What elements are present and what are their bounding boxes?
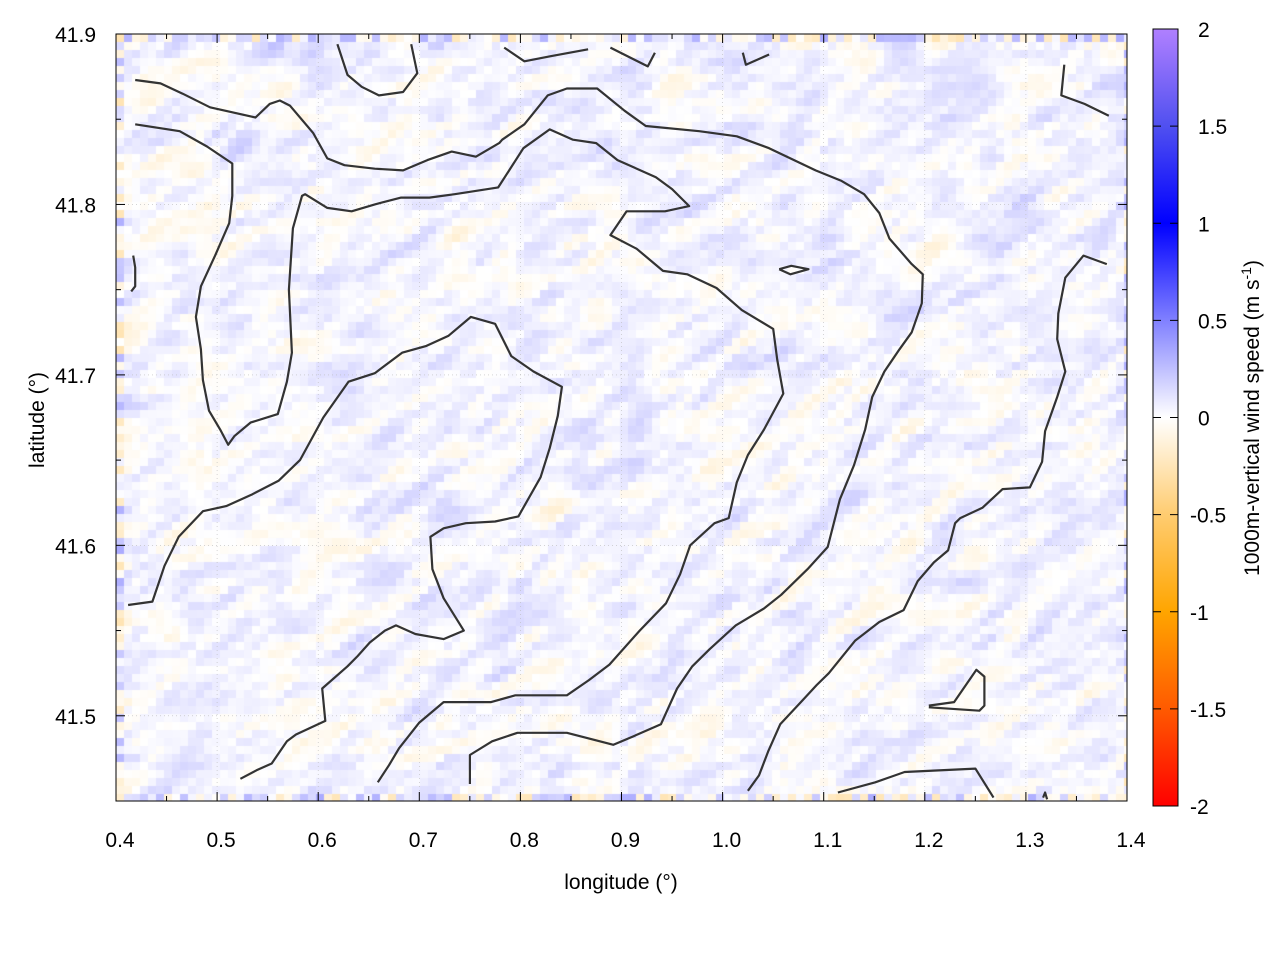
x-tick-label: 0.8 (510, 829, 539, 852)
colorbar-tick-label: 0.5 (1198, 310, 1227, 333)
y-tick-labels: 41.5 41.6 41.7 41.8 41.9 (55, 24, 96, 729)
colorbar-tick-label: -1.5 (1190, 699, 1226, 722)
y-tick-label: 41.7 (55, 365, 96, 388)
colorbar-label-end: ) (1241, 260, 1264, 267)
colorbar-tick-label: -2 (1190, 796, 1209, 819)
y-tick-label: 41.5 (55, 706, 96, 729)
y-tick-label: 41.8 (55, 194, 96, 217)
colorbar-tick-label: 1 (1198, 213, 1210, 236)
colorbar-tick-label: 1.5 (1198, 116, 1227, 139)
contour-line (127, 315, 564, 780)
contour-line (135, 78, 924, 784)
contour-line (1042, 791, 1049, 800)
x-tick-label: 0.5 (206, 829, 235, 852)
x-tick-label: 1.4 (1116, 829, 1146, 852)
x-tick-label: 0.9 (611, 829, 640, 852)
contour-line (747, 254, 1108, 792)
colorbar-tick-label: -0.5 (1190, 505, 1226, 528)
colorbar-label-sup: -1 (1238, 267, 1254, 280)
grid (116, 34, 1127, 801)
y-tick-label: 41.9 (55, 24, 96, 47)
contour-line (135, 123, 785, 783)
contour-line (741, 52, 770, 66)
x-tick-label: 1.3 (1015, 829, 1044, 852)
colorbar-tick-label: 0 (1198, 408, 1210, 431)
x-tick-label: 0.7 (409, 829, 438, 852)
contour-line (503, 46, 589, 63)
contour-line (928, 668, 986, 712)
y-axis-label: latitude (°) (26, 372, 49, 468)
contour-line (837, 767, 995, 799)
x-tick-labels: 0.4 0.5 0.6 0.7 0.8 0.9 1.0 1.1 1.2 1.3 1.4 (105, 829, 1146, 852)
colorbar-label-text: 1000m-vertical wind speed (m s (1241, 280, 1264, 576)
x-tick-label: 1.2 (914, 829, 943, 852)
x-tick-label: 0.4 (105, 829, 135, 852)
contour-line (609, 46, 656, 68)
x-axis-label: longitude (°) (564, 871, 677, 894)
contour-line (336, 43, 419, 97)
colorbar-ticks: 2 1.5 1 0.5 0 -0.5 -1 -1.5 -2 (1153, 19, 1227, 819)
contour-line (778, 264, 810, 276)
x-tick-label: 0.6 (308, 829, 337, 852)
contour-lines (127, 43, 1110, 800)
x-tick-label: 1.1 (813, 829, 842, 852)
colorbar-tick-label: -1 (1190, 602, 1209, 625)
contour-line (130, 255, 137, 293)
y-tick-label: 41.6 (55, 535, 96, 558)
axis-ticks (115, 33, 1128, 802)
x-tick-label: 1.0 (712, 829, 741, 852)
contour-line (1060, 64, 1110, 117)
colorbar-label: 1000m-vertical wind speed (m s-1) (1238, 260, 1264, 576)
colorbar-tick-label: 2 (1198, 19, 1210, 42)
